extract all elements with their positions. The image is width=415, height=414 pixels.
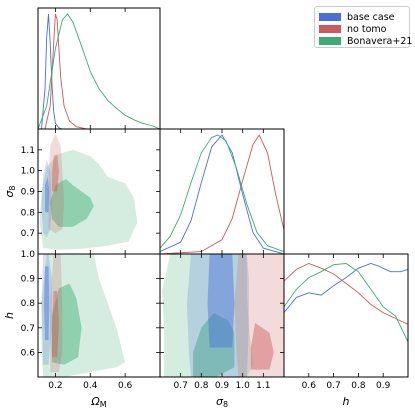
marginal-line-no-tomo — [44, 13, 87, 129]
marginal-panel-s8 — [160, 134, 284, 254]
contour-68-bonavera-21 — [50, 179, 94, 227]
y-tick-label: 1.1 — [21, 146, 35, 156]
legend-swatch — [319, 25, 341, 33]
marginal-line-base-case — [41, 13, 63, 129]
x-tick-label: 1.0 — [236, 381, 251, 391]
contour-panel-s8_vs_Om — [39, 133, 138, 250]
marginal-line-bonavera-21 — [38, 13, 160, 129]
y-axis-label-h: h — [3, 312, 16, 319]
panel-frame — [283, 253, 409, 378]
contour-95-base-case — [41, 160, 52, 238]
contour-95-bonavera-21 — [39, 149, 138, 250]
marginal-panel-h — [284, 263, 408, 343]
x-axis-label-omega-m: ΩM — [90, 395, 106, 409]
legend-label: Bonavera+21 — [347, 35, 413, 47]
marginal-line-no-tomo — [284, 263, 408, 325]
x-tick-label: 0.4 — [83, 381, 98, 391]
contour-95-bonavera-21 — [162, 254, 253, 377]
contour-68-base-case — [207, 254, 235, 348]
panel-frame — [37, 7, 161, 130]
x-axis-label-sigma-8: σ8 — [216, 395, 228, 409]
contour-68-base-case — [45, 176, 50, 213]
legend-swatch — [319, 13, 341, 21]
marginal-line-bonavera-21 — [160, 134, 284, 253]
legend-entry: base case — [319, 11, 395, 23]
legend-label: no tomo — [347, 23, 387, 35]
contour-95-base-case — [41, 254, 52, 365]
y-tick-label: 0.7 — [21, 229, 35, 239]
y-tick-label: 1.0 — [21, 250, 36, 260]
contour-95-no-tomo — [48, 133, 65, 234]
x-tick-label: 0.6 — [302, 381, 317, 391]
y-tick-label: 0.7 — [21, 324, 35, 334]
x-tick-label: 0.7 — [174, 381, 188, 391]
legend-label: base case — [347, 11, 395, 23]
x-tick-label: 0.6 — [118, 381, 133, 391]
x-tick-label: 0.7 — [326, 381, 340, 391]
y-tick-label: 1.0 — [21, 167, 36, 177]
marginal-line-no-tomo — [160, 134, 284, 254]
legend-entry: Bonavera+21 — [319, 35, 412, 47]
contour-68-no-tomo — [250, 322, 274, 370]
x-tick-label: 0.2 — [48, 381, 62, 391]
y-tick-label: 0.6 — [21, 348, 36, 358]
y-tick-label: 0.9 — [21, 275, 36, 285]
x-tick-label: 0.9 — [215, 381, 230, 391]
marginal-line-base-case — [160, 134, 284, 254]
contour-68-bonavera-21 — [193, 313, 235, 377]
contour-68-bonavera-21 — [51, 283, 82, 365]
contour-95-no-tomo — [234, 254, 284, 377]
contour-panel-h_vs_Om — [41, 254, 126, 377]
x-tick-label: 1.1 — [256, 381, 270, 391]
y-tick-label: 0.8 — [21, 208, 36, 218]
marginal-line-base-case — [284, 263, 408, 313]
contour-95-bonavera-21 — [41, 254, 126, 377]
legend-swatch — [319, 37, 341, 45]
contour-panel-h_vs_s8 — [162, 254, 284, 377]
contour-95-no-tomo — [50, 254, 63, 373]
contour-68-no-tomo — [51, 290, 59, 358]
y-tick-label: 0.9 — [21, 188, 36, 198]
legend-entry: no tomo — [319, 23, 386, 35]
x-tick-label: 0.8 — [194, 381, 209, 391]
y-tick-label: 0.8 — [21, 299, 36, 309]
x-tick-label: 0.9 — [376, 381, 391, 391]
legend: base case no tomo Bonavera+21 — [314, 6, 412, 48]
x-tick-label: 0.8 — [351, 381, 366, 391]
marginal-panel-Om — [38, 13, 160, 129]
contour-95-base-case — [186, 254, 249, 377]
contour-68-no-tomo — [51, 154, 59, 192]
marginal-line-bonavera-21 — [284, 263, 408, 343]
x-axis-label-h: h — [343, 395, 350, 408]
contour-68-base-case — [44, 266, 50, 341]
y-axis-label-sigma-8: σ8 — [3, 185, 17, 197]
